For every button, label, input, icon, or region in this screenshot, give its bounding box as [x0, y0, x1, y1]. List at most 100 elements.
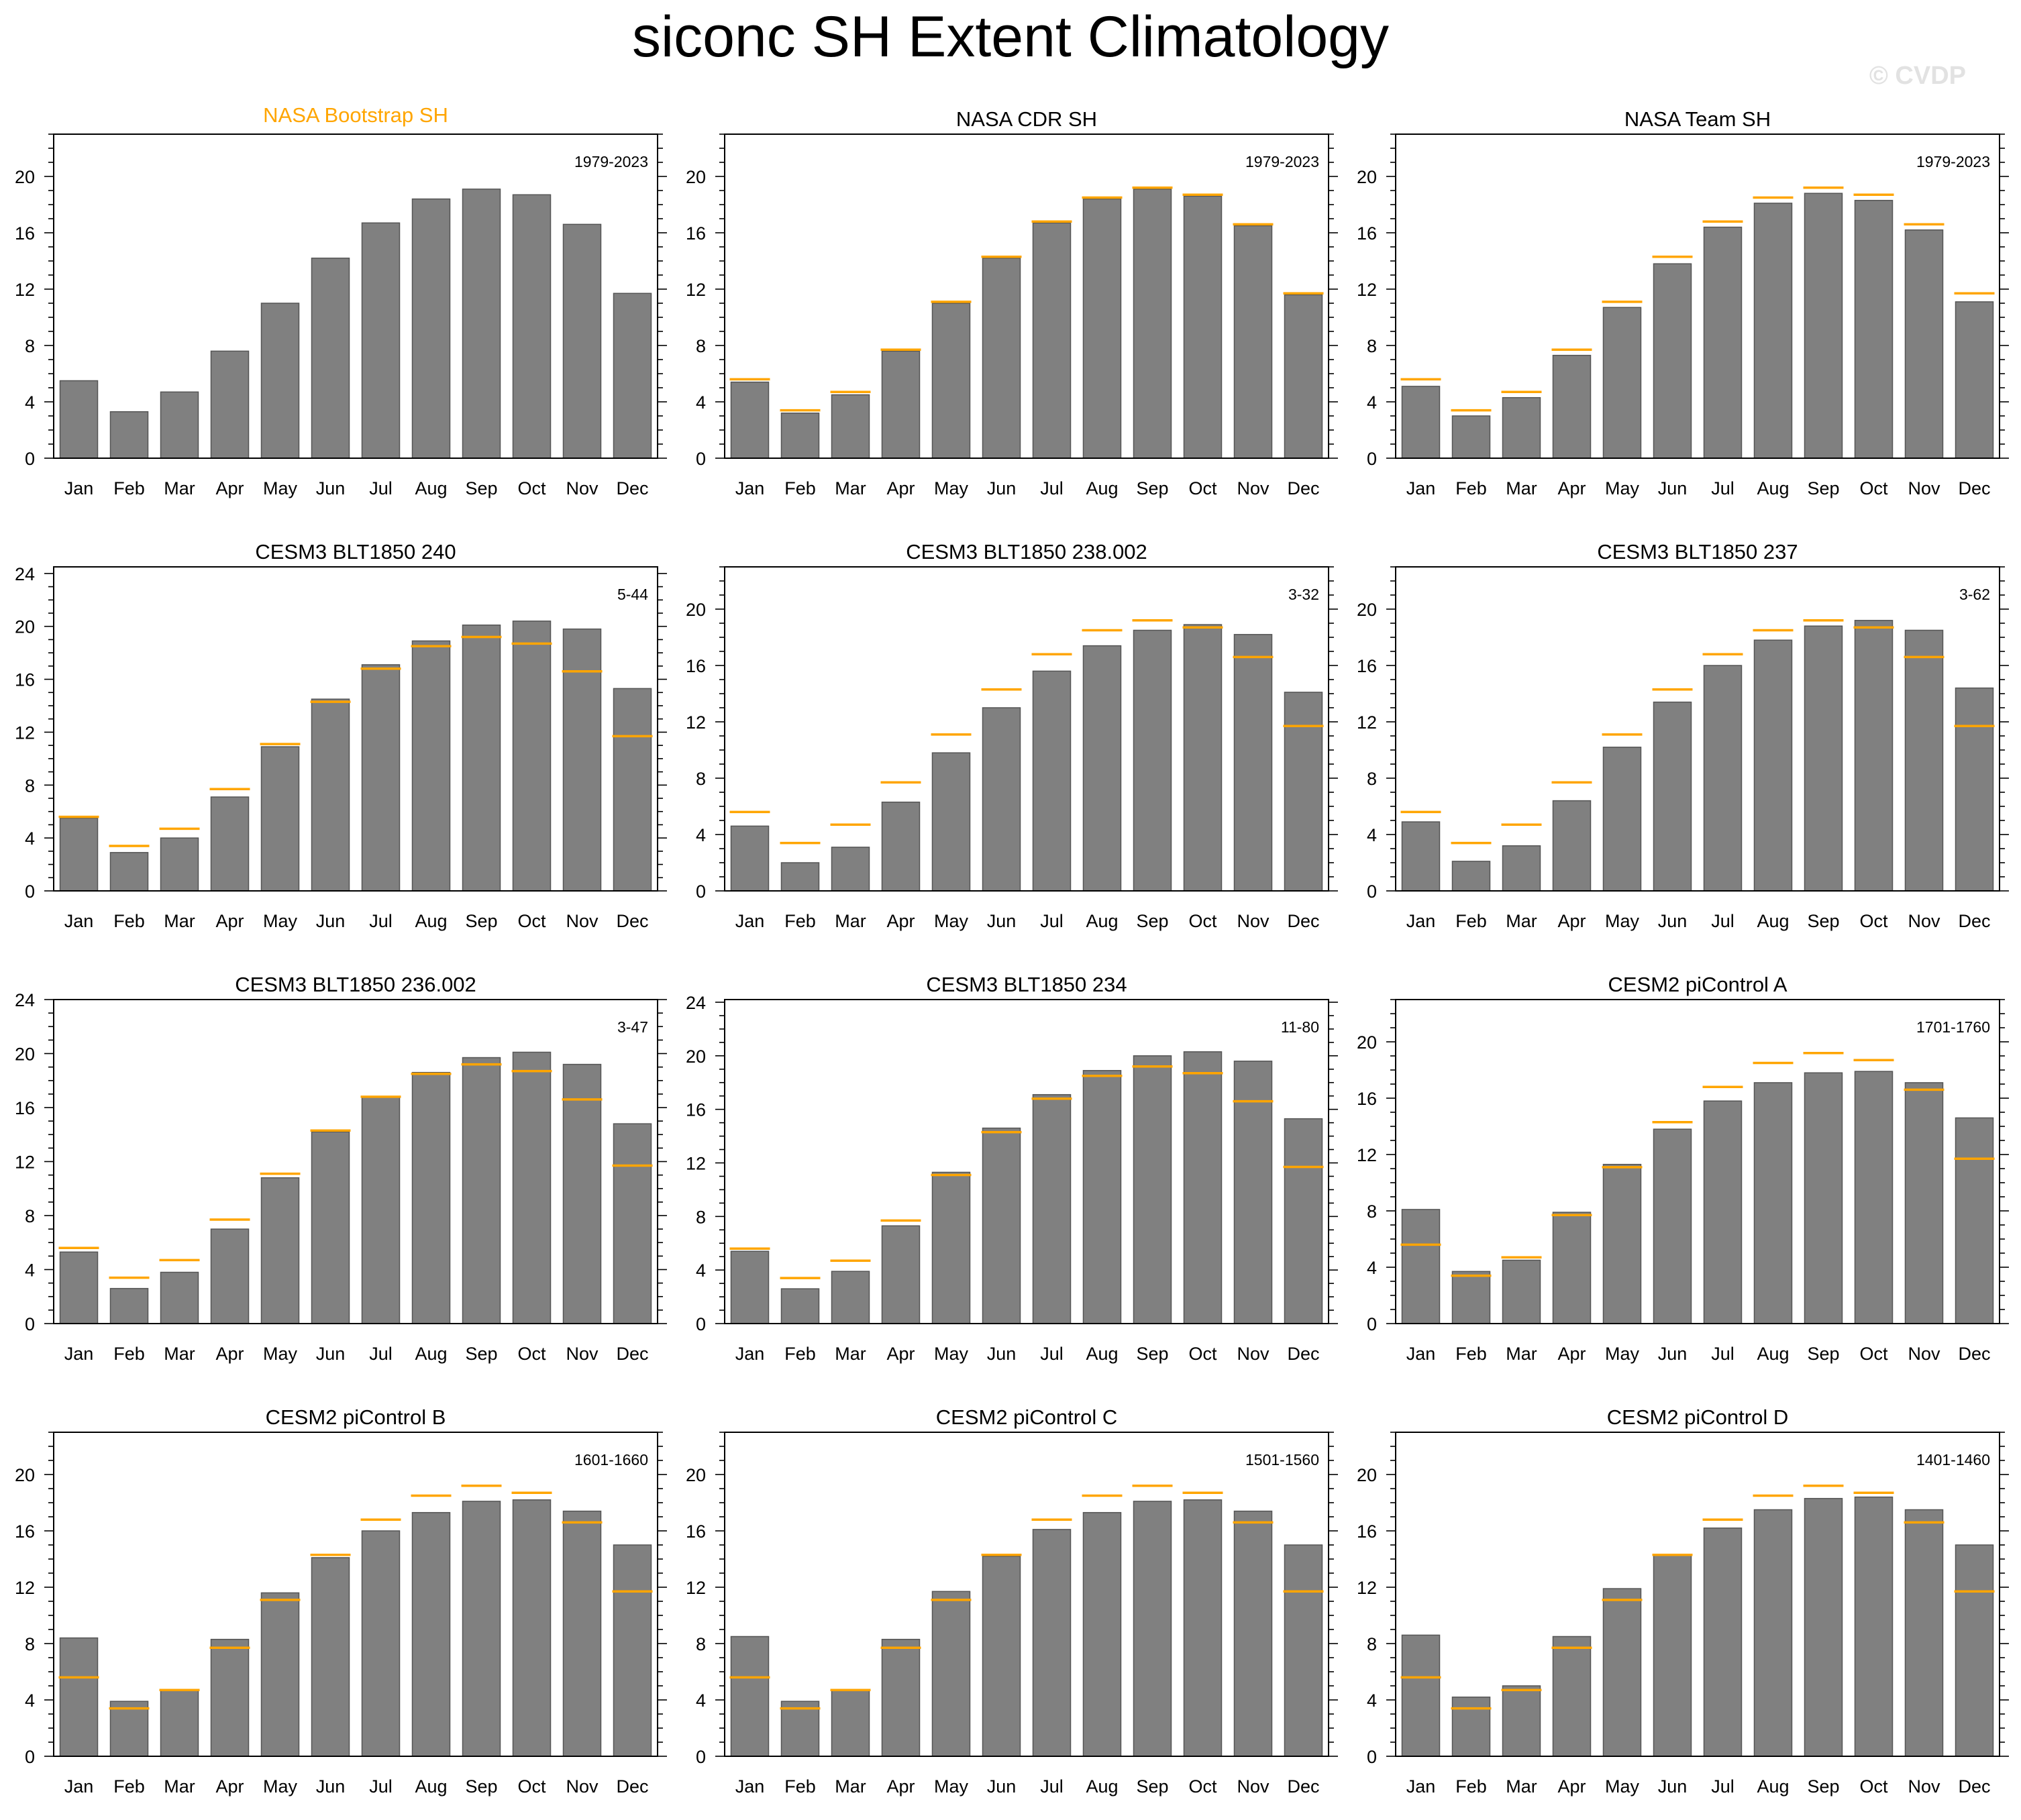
x-tick-label: Oct — [1859, 1776, 1888, 1797]
x-tick-label: Jun — [1658, 911, 1688, 931]
y-tick-label: 0 — [25, 1314, 35, 1334]
y-tick-label: 12 — [1357, 280, 1377, 300]
x-tick-label: Dec — [616, 1344, 648, 1364]
x-tick-label: Apr — [1557, 1776, 1586, 1797]
bar-jan — [730, 825, 770, 892]
panel-title: CESM3 BLT1850 240 — [255, 540, 456, 564]
bar-jan — [730, 1250, 770, 1324]
x-tick-label: Aug — [415, 478, 447, 498]
x-tick-label: Feb — [784, 911, 816, 931]
bar-feb — [1451, 861, 1491, 892]
bar-apr — [881, 1225, 921, 1324]
period-label: 1979-2023 — [1245, 153, 1319, 170]
x-tick-label: Aug — [1757, 478, 1789, 498]
chart-panel: CESM2 piControl C 1501-1560 0 4 8 12 16 20 Jan Fe… — [686, 1405, 1338, 1797]
bar-nov — [1233, 1510, 1273, 1757]
bar-oct — [1854, 1496, 1894, 1757]
x-tick-label: Feb — [113, 1776, 145, 1797]
bar-feb — [780, 413, 820, 459]
y-tick-label: 16 — [686, 1521, 706, 1542]
x-tick-label: Mar — [835, 1776, 866, 1797]
x-tick-label: Jan — [1406, 1776, 1436, 1797]
y-tick-label: 4 — [25, 828, 35, 849]
axes-frame — [724, 1432, 1329, 1757]
bar-nov — [1904, 229, 1944, 459]
y-tick-label: 20 — [1357, 1465, 1377, 1485]
bar-aug — [1082, 1070, 1122, 1324]
x-tick-label: Nov — [566, 478, 599, 498]
axes-frame — [724, 999, 1329, 1324]
bar-sep — [462, 1501, 501, 1757]
bar-mar — [831, 1689, 870, 1757]
bar-dec — [613, 1544, 652, 1757]
y-tick-label: 8 — [25, 775, 35, 796]
bar-aug — [1753, 203, 1793, 459]
x-tick-label: Aug — [1086, 911, 1118, 931]
x-tick-label: Aug — [1086, 478, 1118, 498]
y-tick-label: 4 — [25, 392, 35, 413]
x-tick-label: May — [1605, 1344, 1640, 1364]
x-tick-label: Feb — [784, 478, 816, 498]
bar-mar — [160, 837, 199, 892]
bar-jul — [1032, 1093, 1072, 1324]
x-tick-label: Oct — [1188, 478, 1217, 498]
bar-dec — [613, 1123, 652, 1324]
x-tick-label: Mar — [835, 1344, 866, 1364]
bar-jul — [1703, 1100, 1743, 1324]
bar-aug — [1082, 1511, 1122, 1757]
y-tick-label: 4 — [696, 1261, 706, 1281]
panel-title: CESM3 BLT1850 238.002 — [906, 540, 1147, 564]
bar-aug — [1082, 198, 1122, 459]
panel-title: CESM3 BLT1850 236.002 — [235, 973, 476, 996]
x-tick-label: Jan — [64, 478, 94, 498]
x-tick-label: Apr — [1557, 1344, 1586, 1364]
panel-title: CESM2 piControl C — [936, 1405, 1117, 1429]
x-tick-label: May — [1605, 1776, 1640, 1797]
y-tick-label: 20 — [686, 167, 706, 187]
bar-jan — [59, 817, 99, 892]
y-tick-label: 24 — [15, 990, 35, 1010]
y-tick-label: 8 — [1367, 1634, 1377, 1654]
period-label: 3-62 — [1959, 586, 1990, 603]
y-tick-label: 8 — [25, 336, 35, 356]
panel-title: CESM2 piControl B — [266, 1405, 446, 1429]
axes-frame — [1395, 999, 2000, 1324]
bar-feb — [109, 1701, 149, 1757]
x-tick-label: May — [934, 1776, 969, 1797]
x-tick-label: Apr — [886, 911, 915, 931]
axes-frame — [1395, 133, 2000, 459]
x-tick-label: Feb — [1455, 478, 1487, 498]
x-tick-label: Jan — [735, 1776, 765, 1797]
x-tick-label: Oct — [1859, 911, 1888, 931]
x-tick-label: Nov — [1237, 911, 1269, 931]
bar-jun — [311, 698, 350, 892]
bar-dec — [1284, 1544, 1323, 1757]
x-tick-label: Sep — [1136, 478, 1168, 498]
y-tick-label: 0 — [696, 881, 706, 902]
bar-nov — [1904, 1082, 1944, 1324]
y-tick-label: 4 — [25, 1261, 35, 1281]
bar-oct — [512, 1499, 552, 1757]
x-tick-label: May — [1605, 478, 1640, 498]
axes-frame — [53, 1432, 658, 1757]
y-tick-label: 8 — [696, 336, 706, 356]
x-tick-label: Nov — [1908, 1344, 1940, 1364]
x-tick-label: Jul — [1711, 911, 1734, 931]
y-tick-label: 16 — [15, 223, 35, 244]
y-tick-label: 0 — [1367, 881, 1377, 902]
chart-panel: NASA Team SH 1979-2023 0 4 8 12 16 20 Jan Feb Mar A… — [1357, 107, 2009, 498]
x-tick-label: Apr — [886, 478, 915, 498]
y-tick-label: 8 — [1367, 1201, 1377, 1222]
bar-may — [260, 746, 300, 892]
y-tick-label: 12 — [686, 1153, 706, 1173]
bar-oct — [1854, 199, 1894, 459]
x-tick-label: Sep — [1807, 911, 1839, 931]
y-tick-label: 0 — [696, 1314, 706, 1334]
x-tick-label: Jan — [735, 478, 765, 498]
bar-apr — [1552, 800, 1592, 892]
bar-jun — [311, 1557, 350, 1757]
bar-jun — [982, 1127, 1021, 1324]
bar-mar — [160, 391, 199, 459]
bar-jan — [1401, 1634, 1441, 1757]
bar-may — [931, 303, 971, 459]
